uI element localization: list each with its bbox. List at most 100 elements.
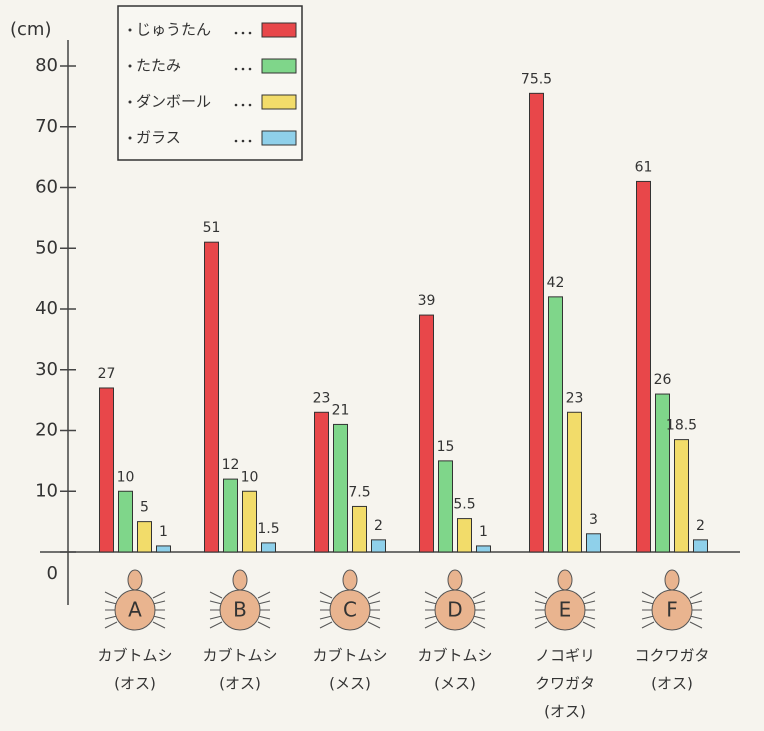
y-tick-label: 70 <box>35 116 58 137</box>
x-tick-label: カブトムシ <box>202 647 277 665</box>
x-tick-label: (オス) <box>114 675 156 693</box>
value-label: 75.5 <box>521 71 552 87</box>
icon-horn <box>128 570 142 590</box>
legend-dot <box>129 101 132 104</box>
x-tick-label: カブトムシ <box>417 647 492 665</box>
x-tick-label: (オス) <box>219 675 261 693</box>
value-label: 10 <box>117 469 135 485</box>
legend-label: ガラス <box>136 129 181 147</box>
value-label: 2 <box>696 518 705 534</box>
legend-label: ダンボール <box>136 93 211 111</box>
bar <box>224 479 238 552</box>
bar <box>119 491 133 552</box>
value-label: 15 <box>437 439 455 455</box>
bar <box>587 534 601 552</box>
category-letter: E <box>559 598 572 622</box>
legend-dot <box>129 65 132 68</box>
value-label: 39 <box>418 293 436 309</box>
legend-swatch <box>262 59 296 73</box>
legend-dots <box>242 32 245 35</box>
icon-horn <box>233 570 247 590</box>
y-tick-label: 20 <box>35 420 58 441</box>
value-label: 51 <box>203 220 221 236</box>
bar <box>530 93 544 552</box>
bar <box>420 315 434 552</box>
bar <box>205 242 219 552</box>
bar <box>353 506 367 552</box>
y-tick-label: 30 <box>35 359 58 380</box>
y-tick-label: 0 <box>47 563 58 584</box>
value-label: 23 <box>566 390 584 406</box>
value-label: 2 <box>374 518 383 534</box>
bar <box>549 297 563 552</box>
value-label: 21 <box>332 402 350 418</box>
legend-swatch <box>262 95 296 109</box>
bar <box>458 519 472 552</box>
y-tick-label: 10 <box>35 480 58 501</box>
icon-horn <box>343 570 357 590</box>
legend-swatch <box>262 131 296 145</box>
value-label: 7.5 <box>348 484 370 500</box>
bar <box>568 412 582 552</box>
value-label: 42 <box>547 275 565 291</box>
category-letter: C <box>343 598 357 622</box>
x-tick-label: コクワガタ <box>634 647 709 665</box>
icon-horn <box>448 570 462 590</box>
legend-dots <box>235 32 238 35</box>
bar <box>637 181 651 552</box>
value-label: 27 <box>98 366 116 382</box>
bar <box>157 546 171 552</box>
legend-dot <box>129 29 132 32</box>
legend-dots <box>249 104 252 107</box>
legend-dots <box>242 140 245 143</box>
y-tick-label: 60 <box>35 177 58 198</box>
value-label: 12 <box>222 457 240 473</box>
value-label: 1 <box>159 524 168 540</box>
legend-dots <box>242 104 245 107</box>
bar <box>372 540 386 552</box>
value-label: 1 <box>479 524 488 540</box>
x-tick-label: クワガタ <box>535 675 595 693</box>
value-label: 3 <box>589 512 598 528</box>
bar <box>334 424 348 552</box>
bar <box>138 522 152 552</box>
legend-label: じゅうたん <box>136 21 211 39</box>
bar <box>694 540 708 552</box>
value-label: 26 <box>654 372 672 388</box>
legend-dots <box>249 68 252 71</box>
category-letter: B <box>233 598 247 622</box>
x-tick-label: (オス) <box>651 675 693 693</box>
value-label: 61 <box>635 159 653 175</box>
icon-horn <box>558 570 572 590</box>
legend-label: たたみ <box>136 57 181 75</box>
value-label: 5 <box>140 500 149 516</box>
icon-horn <box>665 570 679 590</box>
legend-swatch <box>262 23 296 37</box>
chart: (cm) 01020304050607080じゅうたんたたみダンボールガラス27… <box>0 0 764 731</box>
bar <box>315 412 329 552</box>
value-label: 18.5 <box>666 418 697 434</box>
legend-dot <box>129 137 132 140</box>
legend-dots <box>249 140 252 143</box>
page: (cm) 01020304050607080じゅうたんたたみダンボールガラス27… <box>0 0 764 731</box>
bar <box>439 461 453 552</box>
category-letter: D <box>447 598 462 622</box>
x-tick-label: (オス) <box>544 703 586 721</box>
legend-dots <box>249 32 252 35</box>
x-tick-label: (メス) <box>434 675 476 693</box>
y-tick-label: 80 <box>35 55 58 76</box>
category-letter: A <box>128 598 142 622</box>
x-tick-label: (メス) <box>329 675 371 693</box>
value-label: 1.5 <box>257 521 279 537</box>
y-unit: (cm) <box>10 19 51 40</box>
y-tick-label: 40 <box>35 298 58 319</box>
bar <box>100 388 114 552</box>
category-letter: F <box>666 598 678 622</box>
bar <box>675 440 689 552</box>
x-tick-label: カブトムシ <box>312 647 387 665</box>
value-label: 10 <box>241 469 259 485</box>
legend-dots <box>235 140 238 143</box>
bar <box>262 543 276 552</box>
value-label: 23 <box>313 390 331 406</box>
x-tick-label: ノコギリ <box>535 647 595 665</box>
